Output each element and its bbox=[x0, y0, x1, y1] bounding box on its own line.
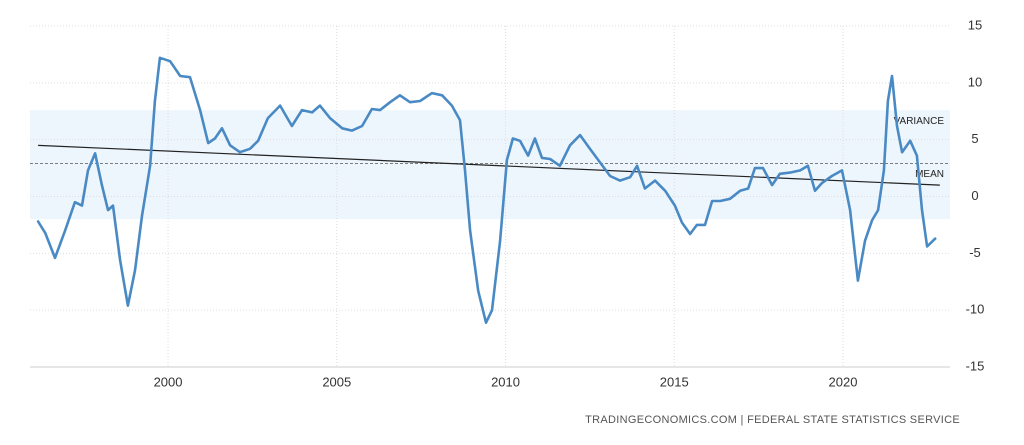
y-tick-label: -15 bbox=[966, 358, 985, 373]
trend-line bbox=[38, 144, 940, 186]
y-tick-label: 15 bbox=[968, 17, 982, 32]
x-tick-label: 2010 bbox=[491, 374, 520, 389]
y-tick-label: 0 bbox=[971, 188, 978, 203]
y-tick-label: 5 bbox=[971, 131, 978, 146]
y-tick-label: -5 bbox=[969, 245, 981, 260]
variance-band bbox=[30, 110, 950, 220]
data-line bbox=[36, 56, 937, 324]
x-tick-label: 2020 bbox=[829, 374, 858, 389]
variance-label: VARIANCE bbox=[894, 116, 945, 127]
y-tick-label: 10 bbox=[968, 74, 982, 89]
x-tick-label: 2000 bbox=[154, 374, 183, 389]
y-tick-label: -10 bbox=[966, 302, 985, 317]
x-tick-label: 2005 bbox=[322, 374, 351, 389]
x-tick-label: 2015 bbox=[660, 374, 689, 389]
source: TRADINGECONOMICS.COM | FEDERAL STATE STA… bbox=[585, 414, 960, 426]
mean-label: MEAN bbox=[915, 169, 944, 180]
